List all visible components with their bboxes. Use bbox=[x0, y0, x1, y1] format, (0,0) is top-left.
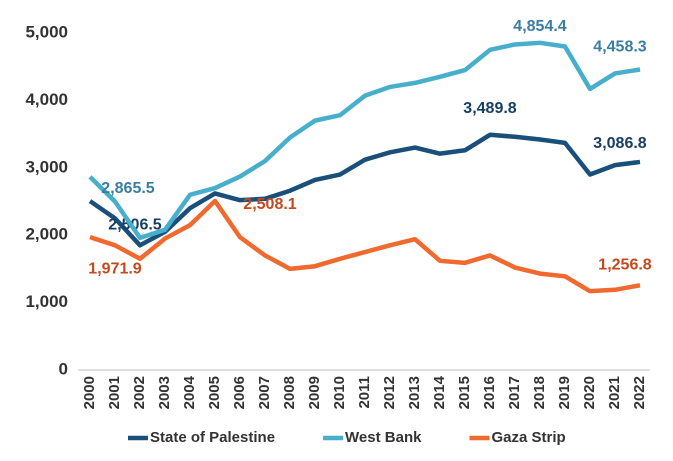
x-tick-label: 2000 bbox=[81, 376, 98, 409]
x-tick-label: 2005 bbox=[206, 376, 223, 409]
y-tick-label: 0 bbox=[59, 359, 68, 378]
y-tick-label: 2,000 bbox=[25, 225, 68, 244]
data-label: 4,458.3 bbox=[593, 39, 646, 56]
line-series bbox=[88, 132, 641, 248]
data-label: 2,865.5 bbox=[101, 180, 154, 197]
x-tick-label: 2018 bbox=[531, 376, 548, 409]
data-label: 1,971.9 bbox=[88, 260, 141, 277]
x-tick-label: 2022 bbox=[631, 376, 648, 409]
x-tick-label: 2021 bbox=[606, 376, 623, 409]
x-tick-label: 2020 bbox=[581, 376, 598, 409]
x-tick-label: 2010 bbox=[331, 376, 348, 409]
data-label: 3,086.8 bbox=[593, 135, 646, 152]
data-label: 2,508.1 bbox=[243, 196, 296, 213]
x-tick-label: 2014 bbox=[431, 375, 448, 409]
x-tick-label: 2002 bbox=[131, 376, 148, 409]
y-tick-label: 4,000 bbox=[25, 90, 68, 109]
x-tick-label: 2003 bbox=[156, 376, 173, 409]
x-tick-label: 2001 bbox=[106, 376, 123, 409]
legend-label: West Bank bbox=[345, 429, 422, 446]
x-tick-label: 2011 bbox=[356, 376, 373, 409]
x-tick-label: 2015 bbox=[456, 376, 473, 409]
data-label: 3,489.8 bbox=[463, 100, 516, 117]
data-label: 1,256.8 bbox=[598, 257, 651, 274]
x-tick-label: 2007 bbox=[256, 376, 273, 409]
y-tick-label: 5,000 bbox=[25, 22, 68, 41]
legend-label: Gaza Strip bbox=[491, 429, 565, 446]
line-series bbox=[89, 198, 641, 294]
x-tick-label: 2012 bbox=[381, 376, 398, 409]
legend-label: State of Palestine bbox=[150, 429, 275, 446]
y-tick-label: 3,000 bbox=[25, 157, 68, 176]
data-label: 4,854.4 bbox=[513, 18, 566, 35]
data-label: 2,506.5 bbox=[108, 216, 161, 233]
x-tick-label: 2016 bbox=[481, 376, 498, 409]
x-tick-label: 2017 bbox=[506, 376, 523, 409]
y-tick-label: 1,000 bbox=[25, 292, 68, 311]
x-tick-label: 2013 bbox=[406, 376, 423, 409]
x-tick-label: 2009 bbox=[306, 376, 323, 409]
line-series bbox=[88, 40, 641, 241]
x-tick-label: 2008 bbox=[281, 376, 298, 409]
x-tick-label: 2006 bbox=[231, 376, 248, 409]
x-tick-label: 2004 bbox=[181, 375, 198, 409]
x-tick-label: 2019 bbox=[556, 376, 573, 409]
